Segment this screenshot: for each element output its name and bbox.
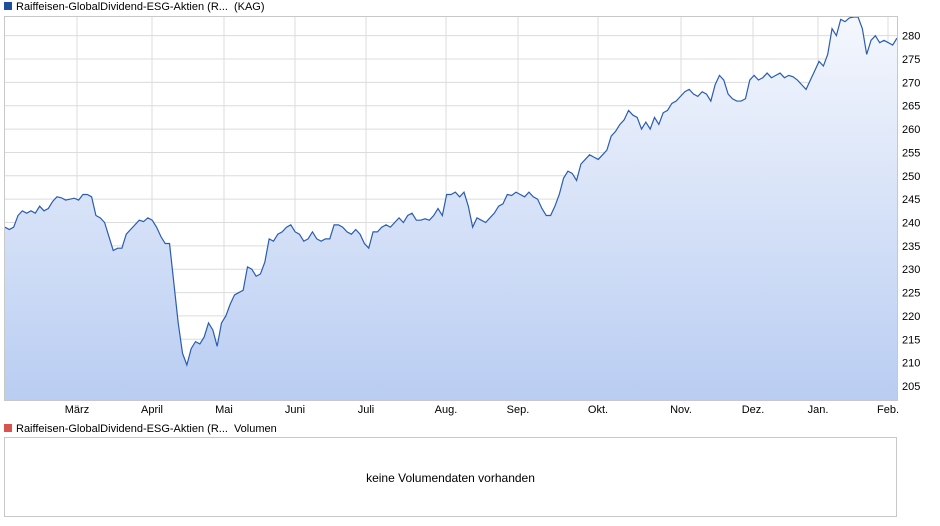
price-series-swatch [4, 2, 12, 11]
x-tick-label: Nov. [670, 404, 692, 416]
price-series-suffix: (KAG) [233, 1, 265, 13]
y-tick-label: 210 [902, 358, 920, 370]
x-tick-label: Aug. [435, 404, 458, 416]
y-tick-label: 240 [902, 218, 920, 230]
price-area [5, 17, 897, 400]
y-tick-label: 275 [902, 54, 920, 66]
volume-series-suffix: Volumen [233, 423, 277, 435]
y-axis: 205 210 215 220 225 230 235 240 245 250 255 260 265 2… [902, 31, 920, 393]
volume-empty-message: keine Volumendaten vorhanden [366, 471, 535, 485]
x-tick-label: April [141, 404, 163, 416]
price-legend: Raiffeisen-GlobalDividend-ESG-Aktien (R.… [4, 0, 265, 14]
y-tick-label: 215 [902, 334, 920, 346]
plot-border [4, 16, 898, 401]
x-tick-label: Mai [215, 404, 233, 416]
x-tick-label: Feb. [877, 404, 899, 416]
y-tick-label: 250 [902, 171, 920, 183]
price-chart: 205 210 215 220 225 230 235 240 245 250 255 260 265 2… [4, 16, 920, 416]
x-tick-label: Juli [358, 404, 375, 416]
x-axis: März April Mai Juni Juli Aug. Sep. Okt. Nov. Dez.… [65, 404, 899, 416]
price-line [4, 16, 898, 367]
volume-legend: Raiffeisen-GlobalDividend-ESG-Aktien (R.… [4, 422, 277, 436]
volume-panel: keine Volumendaten vorhanden [4, 437, 897, 517]
y-tick-label: 205 [902, 381, 920, 393]
y-tick-label: 260 [902, 124, 920, 136]
x-tick-label: Dez. [742, 404, 765, 416]
y-tick-label: 265 [902, 101, 920, 113]
y-tick-label: 220 [902, 311, 920, 323]
x-tick-label: März [65, 404, 89, 416]
x-tick-label: Jan. [808, 404, 829, 416]
y-tick-label: 230 [902, 264, 920, 276]
y-tick-label: 255 [902, 147, 920, 159]
y-tick-label: 270 [902, 77, 920, 89]
x-tick-label: Okt. [588, 404, 608, 416]
price-series-name: Raiffeisen-GlobalDividend-ESG-Aktien (R.… [16, 1, 228, 13]
y-tick-label: 225 [902, 288, 920, 300]
y-tick-label: 245 [902, 194, 920, 206]
x-tick-label: Sep. [507, 404, 530, 416]
volume-series-swatch [4, 424, 12, 433]
y-tick-label: 280 [902, 31, 920, 43]
y-tick-label: 235 [902, 241, 920, 253]
x-tick-label: Juni [285, 404, 305, 416]
volume-series-name: Raiffeisen-GlobalDividend-ESG-Aktien (R.… [16, 423, 228, 435]
